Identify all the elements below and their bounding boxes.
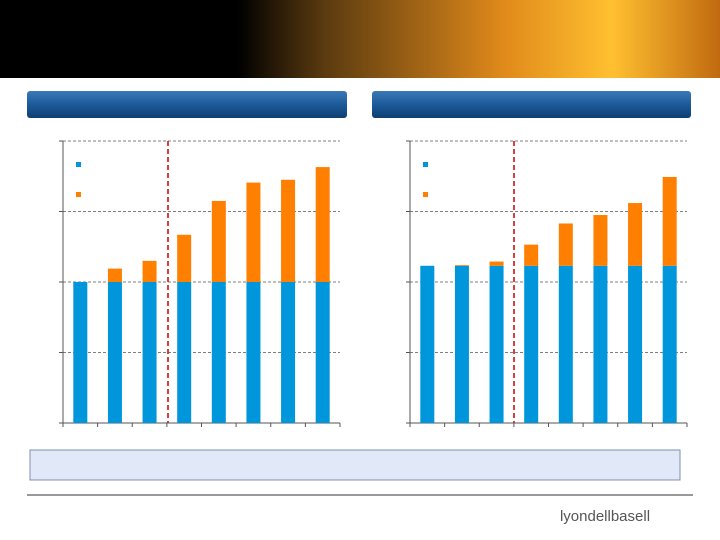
bar-segment	[211, 200, 226, 282]
legend-swatch	[76, 162, 81, 167]
bar-segment	[73, 282, 88, 423]
bar-segment	[107, 268, 122, 282]
bar-segment	[420, 265, 435, 423]
bar-segment	[142, 282, 157, 423]
bar-segment	[558, 265, 573, 423]
bar-segment	[593, 265, 608, 423]
bar-segment	[524, 265, 539, 423]
bar-segment	[662, 265, 677, 423]
legend-swatch	[423, 162, 428, 167]
logo: lyondellbasell	[560, 508, 650, 525]
bar-segment	[177, 282, 192, 423]
legend-swatch	[76, 192, 81, 197]
bar-segment	[489, 261, 504, 266]
chart-header	[27, 91, 347, 118]
bar-segment	[454, 265, 469, 266]
bar-segment	[628, 265, 643, 423]
bar-segment	[281, 282, 296, 423]
bar-segment	[489, 265, 504, 423]
bar-segment	[524, 244, 539, 266]
bar-segment	[246, 282, 261, 423]
bar-segment	[177, 234, 192, 282]
bar-segment	[142, 260, 157, 282]
summary-box	[29, 449, 681, 481]
bar-segment	[315, 167, 330, 282]
bar-segment	[211, 282, 226, 423]
bar-segment	[454, 265, 469, 423]
bar-segment	[558, 223, 573, 266]
bar-segment	[107, 282, 122, 423]
bar-segment	[315, 282, 330, 423]
chart-header	[372, 91, 691, 118]
bar-segment	[662, 176, 677, 266]
legend-swatch	[423, 192, 428, 197]
bar-segment	[628, 203, 643, 266]
bar-segment	[593, 215, 608, 266]
bar-segment	[246, 182, 261, 282]
bar-segment	[281, 179, 296, 282]
banner	[0, 0, 720, 78]
